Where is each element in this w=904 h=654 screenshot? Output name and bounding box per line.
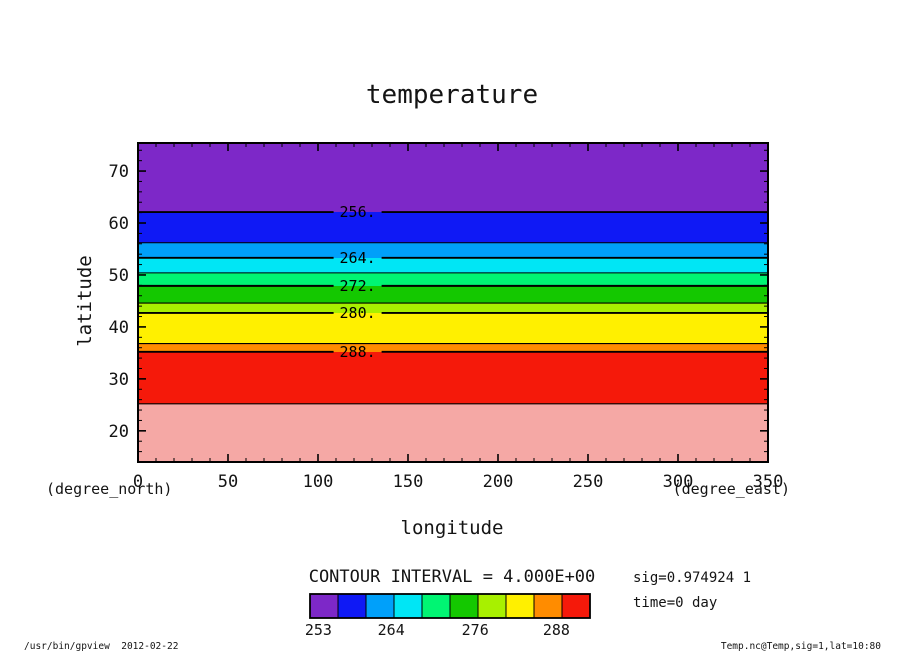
y-tick-label: 40: [109, 318, 129, 338]
x-tick-label: 50: [218, 472, 238, 492]
colorbar-frame: [309, 593, 591, 619]
y-tick-label: 60: [109, 214, 129, 234]
colorbar-label: 288: [543, 621, 570, 639]
colorbar-cell: [421, 593, 451, 619]
y-axis-unit: (degree_north): [46, 480, 173, 498]
colorbar-label: 253: [305, 621, 332, 639]
colorbar-cell: [477, 593, 507, 619]
footer-source: Temp.nc@Temp,sig=1,lat=10:80: [720, 641, 881, 652]
colorbar-cell: [449, 593, 479, 619]
temperature-band: [138, 242, 768, 258]
colorbar-label: 264: [378, 621, 405, 639]
temperature-band: [138, 272, 768, 286]
contour-label: 264.: [340, 249, 376, 267]
contour-label: 256.: [340, 203, 376, 221]
colorbar-cell: [533, 593, 563, 619]
colorbar-cell: [365, 593, 395, 619]
x-tick-label: 200: [483, 472, 514, 492]
y-tick-label: 70: [109, 162, 129, 182]
contour-label: 288.: [340, 343, 376, 361]
temperature-band: [138, 312, 768, 344]
x-tick-label: 150: [393, 472, 424, 492]
y-tick-label: 50: [109, 266, 129, 286]
y-tick-label: 30: [109, 370, 129, 390]
colorbar-cell: [309, 593, 339, 619]
temperature-band: [138, 212, 768, 243]
temperature-band: [138, 285, 768, 304]
x-axis-unit: (degree_east): [672, 480, 790, 498]
time-annotation: time=0 day: [633, 595, 718, 611]
plot-frame: [137, 142, 769, 463]
sig-annotation: sig=0.974924 1: [633, 570, 752, 586]
contour-interval-text: CONTOUR INTERVAL = 4.000E+00: [308, 567, 596, 587]
x-tick-label: 300: [663, 472, 694, 492]
temperature-band: [138, 343, 768, 352]
x-tick-label: 250: [573, 472, 604, 492]
plot-title: temperature: [365, 80, 539, 110]
x-axis-label: longitude: [400, 517, 504, 539]
colorbar-cell: [505, 593, 535, 619]
contour-label: 280.: [340, 304, 376, 322]
temperature-band: [138, 303, 768, 313]
x-tick-label: 350: [753, 472, 784, 492]
temperature-band: [138, 257, 768, 273]
temperature-band: [138, 143, 768, 213]
y-axis-label: latitude: [74, 255, 96, 347]
y-tick-label: 20: [109, 422, 129, 442]
temperature-band: [138, 351, 768, 404]
colorbar-cell: [393, 593, 423, 619]
colorbar-cell: [561, 593, 591, 619]
colorbar-label: 276: [462, 621, 489, 639]
contour-label: 272.: [340, 277, 376, 295]
colorbar-cell: [337, 593, 367, 619]
temperature-band: [138, 403, 768, 462]
x-tick-label: 100: [303, 472, 334, 492]
x-tick-label: 0: [133, 472, 143, 492]
footer-command: /usr/bin/gpview 2012-02-22: [24, 641, 179, 652]
